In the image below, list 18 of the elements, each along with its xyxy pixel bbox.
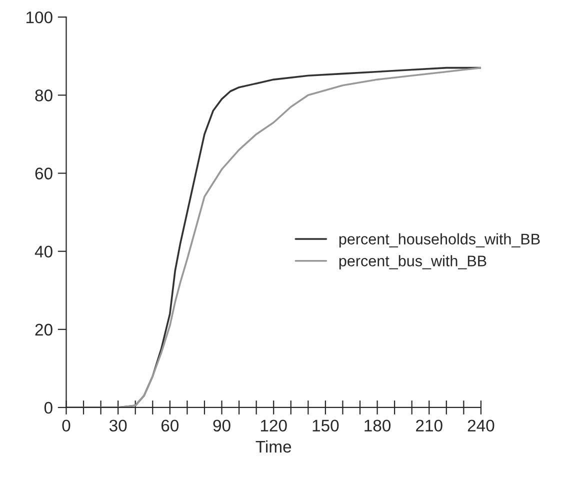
y-tick-label: 60 [35, 168, 52, 180]
legend-label: percent_households_with_BB [339, 233, 540, 248]
x-tick-label: 90 [213, 420, 230, 432]
y-tick-label: 40 [34, 246, 52, 258]
x-axis-title: Time [256, 440, 292, 453]
y-tick-label: 0 [44, 402, 52, 414]
x-tick-label: 120 [260, 420, 287, 432]
y-tick-label: 80 [35, 90, 52, 102]
x-tick-label: 180 [364, 420, 391, 432]
x-tick-label: 30 [109, 420, 127, 432]
x-tick-label: 60 [162, 420, 179, 432]
y-tick-label: 100 [26, 11, 52, 24]
x-tick-label: 0 [62, 420, 70, 432]
x-tick-label: 150 [312, 420, 339, 432]
y-tick-label: 20 [35, 324, 52, 336]
legend-label: percent_bus_with_BB [339, 255, 486, 270]
x-tick-label: 210 [416, 420, 442, 432]
x-tick-label: 240 [468, 420, 494, 432]
